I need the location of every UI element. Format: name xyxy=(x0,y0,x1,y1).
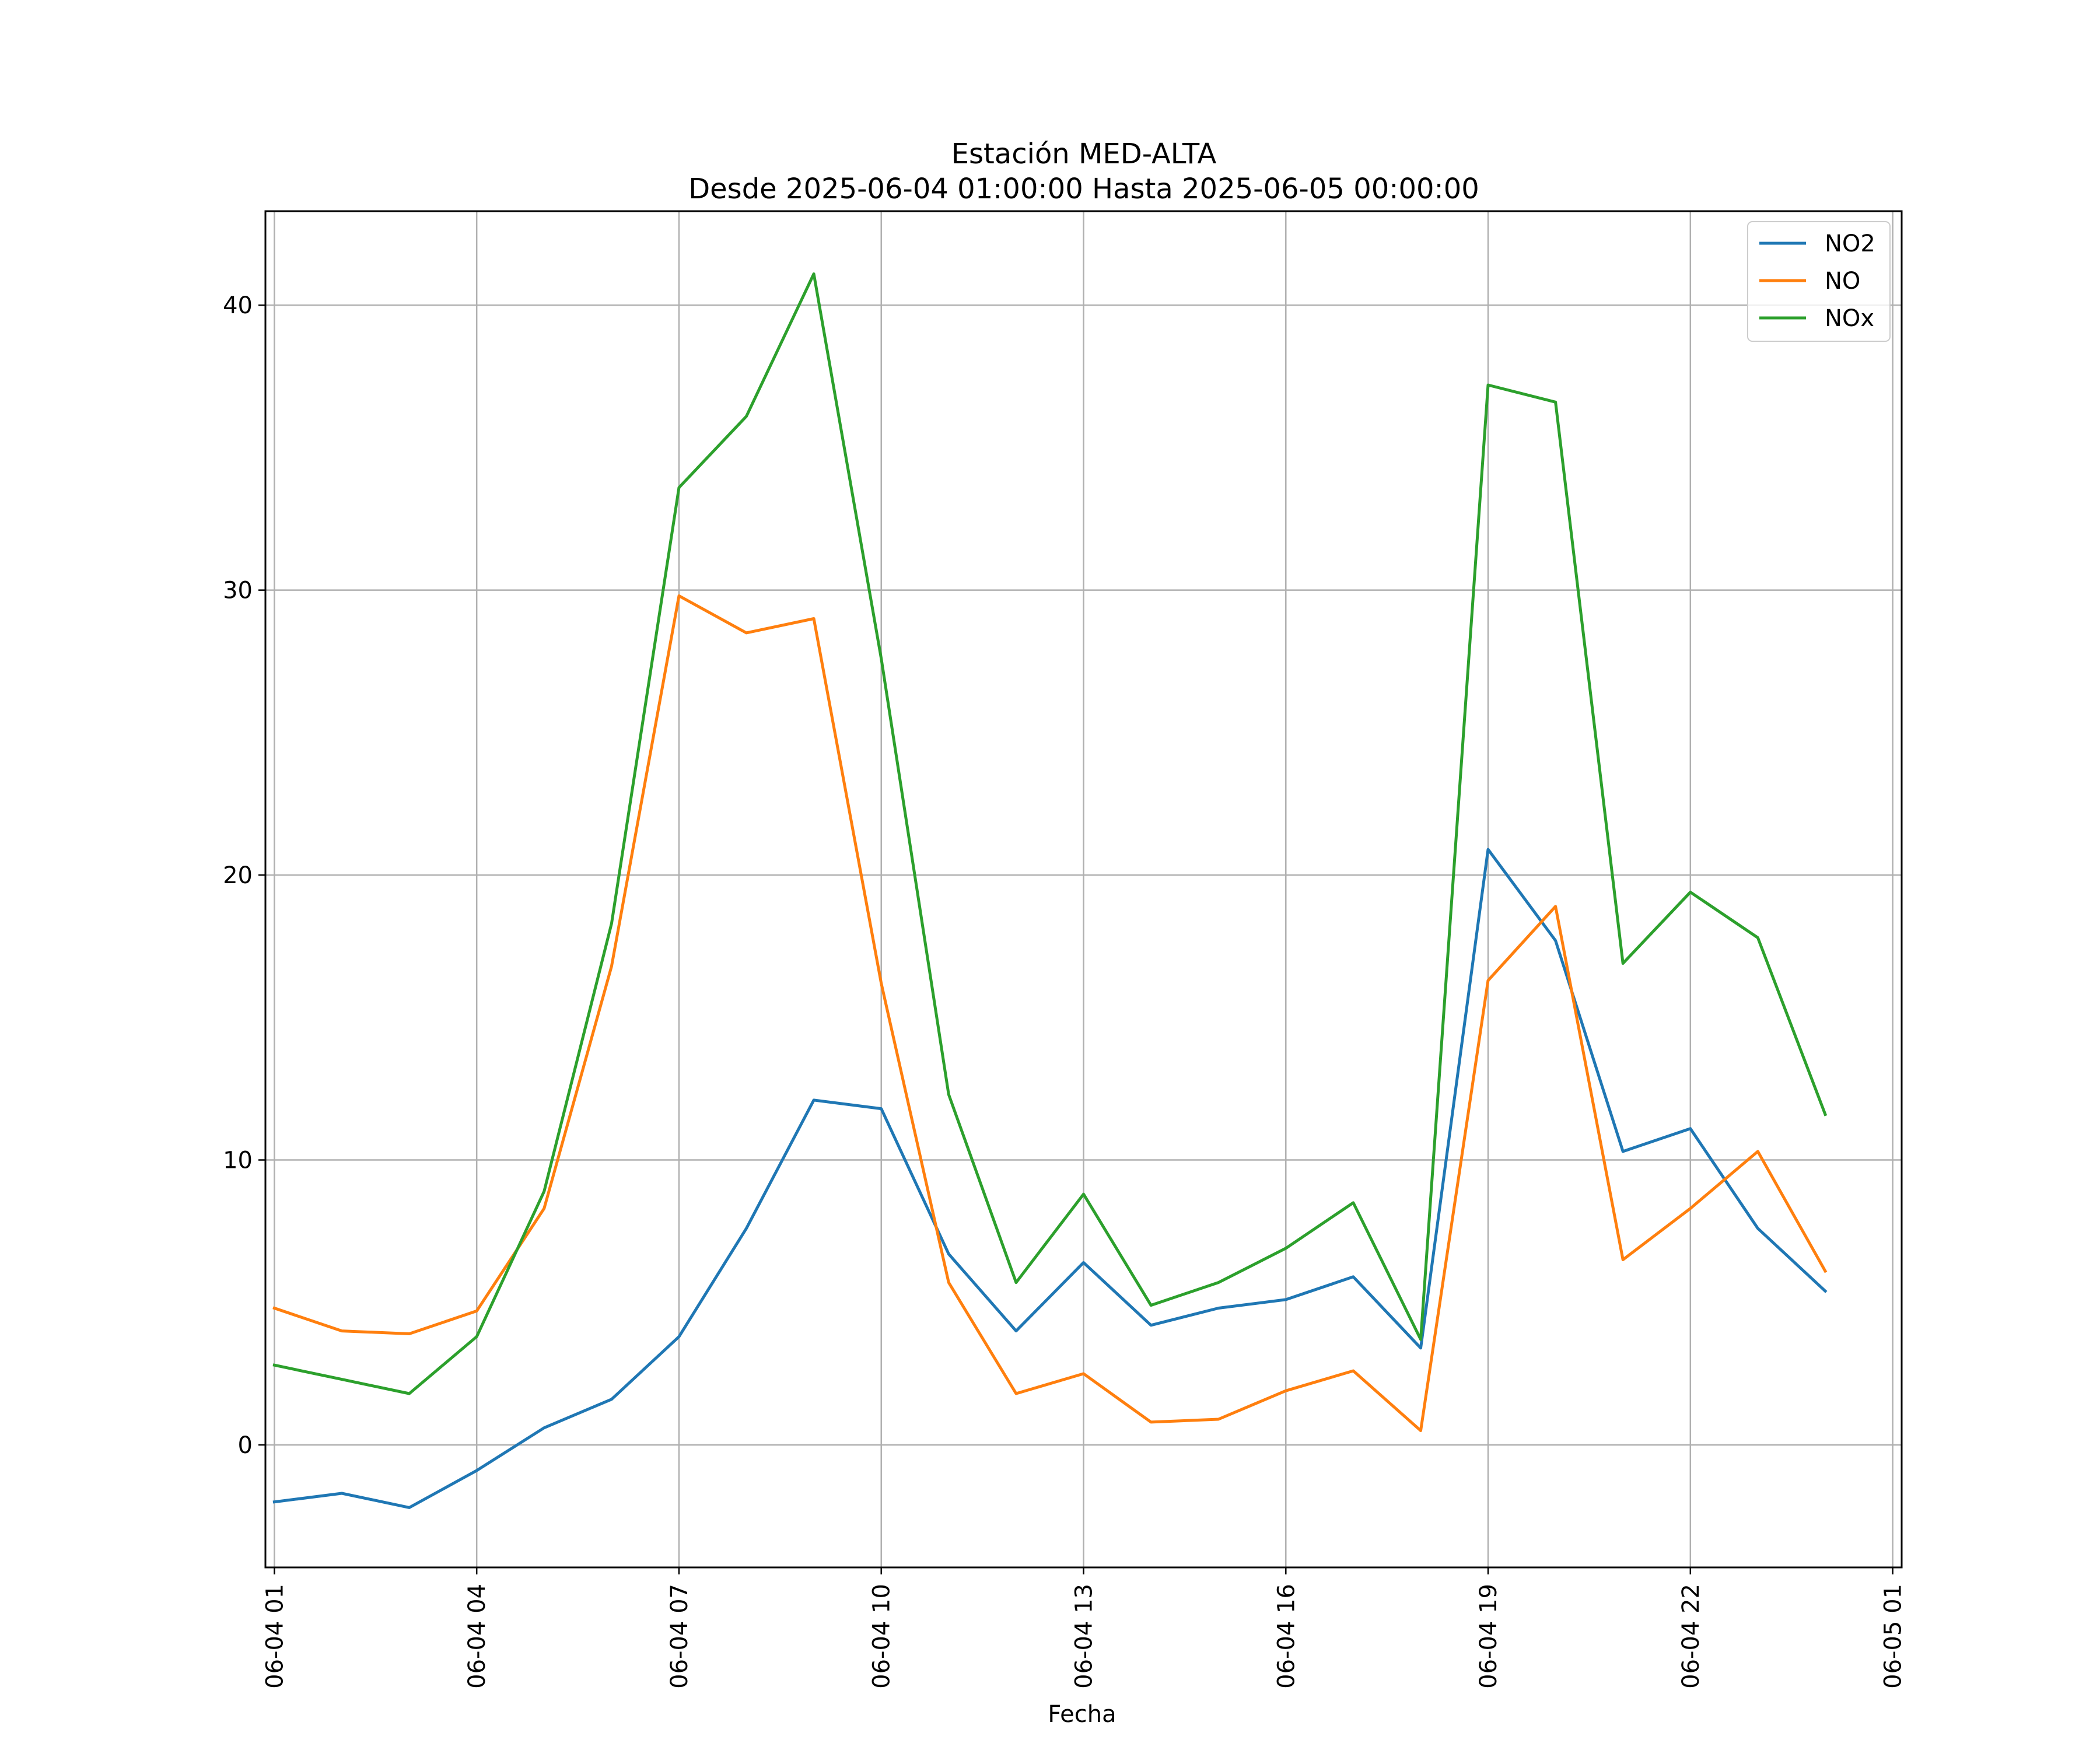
chart-subtitle: Desde 2025-06-04 01:00:00 Hasta 2025-06-… xyxy=(688,173,1479,205)
y-tick-label: 0 xyxy=(238,1432,253,1459)
legend-label-nox: NOx xyxy=(1825,305,1874,332)
x-tick-label: 06-04 16 xyxy=(1273,1584,1300,1689)
x-tick-label: 06-04 22 xyxy=(1678,1584,1704,1689)
y-tick-label: 40 xyxy=(223,292,253,319)
x-axis-ticks: 06-04 01 06-04 04 06-04 07 06-04 10 06-04 13… xyxy=(261,1567,1907,1689)
x-tick-label: 06-05 01 xyxy=(1880,1584,1907,1689)
legend-box xyxy=(1747,221,1891,342)
legend-label-no2: NO2 xyxy=(1825,230,1875,257)
y-tick-label: 10 xyxy=(223,1147,253,1174)
x-tick-label: 06-04 01 xyxy=(261,1584,288,1689)
series-line-no2 xyxy=(272,848,1828,1509)
x-tick-label: 06-04 10 xyxy=(869,1584,895,1689)
legend-label-no: NO xyxy=(1825,268,1860,295)
x-tick-label: 06-04 13 xyxy=(1071,1584,1098,1689)
y-tick-label: 20 xyxy=(223,862,253,889)
chart-title: Estación MED-ALTA xyxy=(951,138,1217,170)
x-tick-label: 06-04 04 xyxy=(464,1584,491,1689)
x-tick-label: 06-04 19 xyxy=(1475,1584,1502,1689)
series-line-nox xyxy=(272,272,1828,1395)
series-lines xyxy=(272,272,1828,1509)
legend: NO2 NO NOx xyxy=(1747,221,1891,342)
y-axis-ticks: 0 10 20 30 40 xyxy=(223,292,265,1459)
x-axis-label: Fecha xyxy=(1048,1701,1116,1728)
y-tick-label: 30 xyxy=(223,578,253,604)
x-tick-label: 06-04 07 xyxy=(666,1584,693,1689)
series-line-no xyxy=(272,594,1828,1432)
grid xyxy=(265,211,1902,1567)
